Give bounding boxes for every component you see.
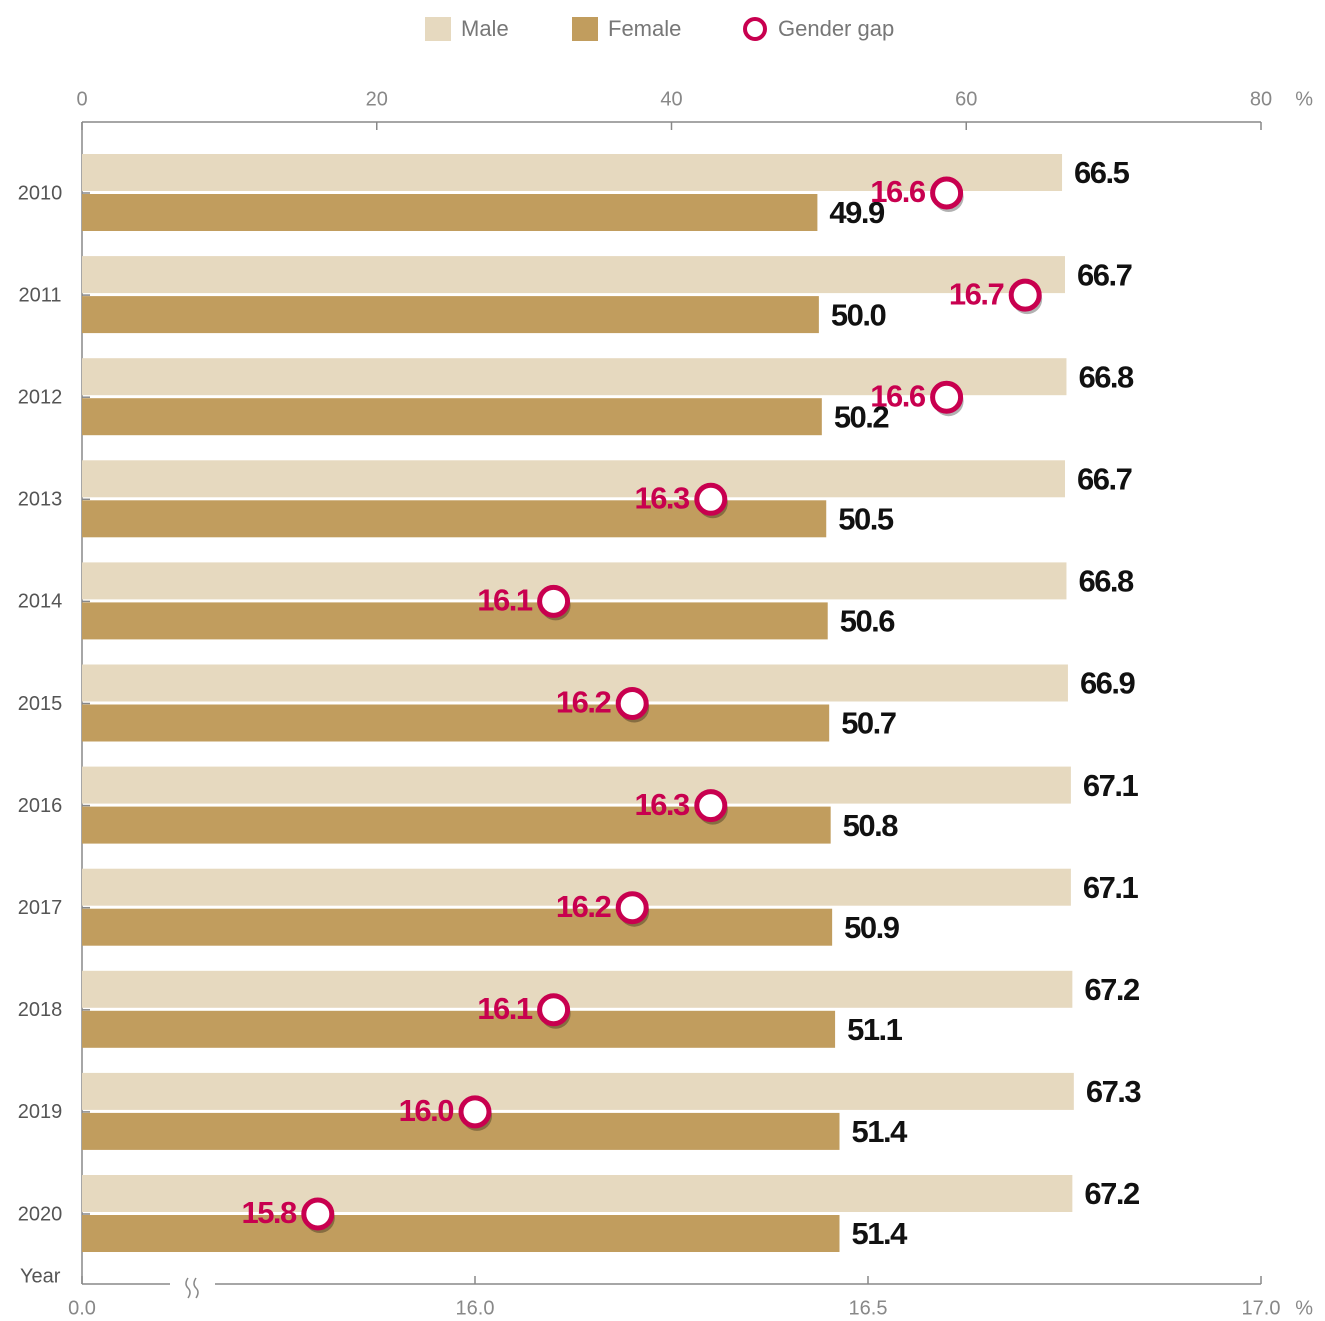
gap-marker [537, 993, 571, 1027]
gap-marker [615, 891, 649, 925]
y-tick-label: 2018 [18, 999, 63, 1021]
x-tick-label: 80 [1250, 88, 1272, 110]
x-tick-label: 20 [366, 88, 388, 110]
bar [82, 562, 1067, 600]
value-label: 50.5 [838, 501, 894, 536]
legend-swatch [572, 17, 598, 41]
bar [82, 398, 822, 436]
value-label: 50.8 [843, 808, 899, 843]
y-tick-label: 2012 [18, 386, 63, 408]
gap-marker [930, 176, 964, 210]
gap-marker [694, 789, 728, 823]
y-tick-label: 2019 [18, 1101, 63, 1123]
gap-label: 16.2 [556, 685, 611, 720]
bar [82, 602, 828, 640]
gap-label: 16.1 [477, 583, 533, 618]
x2-tick-label: 16.0 [456, 1297, 495, 1319]
value-label: 51.4 [852, 1114, 909, 1149]
value-label: 67.1 [1083, 768, 1139, 803]
bar [82, 970, 1073, 1008]
value-label: 67.1 [1083, 870, 1139, 905]
bar [82, 1010, 836, 1048]
gap-label: 16.6 [870, 378, 926, 413]
bar [82, 704, 830, 742]
y-tick-label: 2015 [18, 693, 63, 715]
y-tick-label: 2016 [18, 795, 63, 817]
x2-tick-label: 16.5 [849, 1297, 888, 1319]
gap-label: 16.3 [634, 480, 690, 515]
bar [82, 154, 1063, 191]
bar [82, 908, 833, 946]
value-label: 50.0 [831, 297, 886, 332]
bar [82, 664, 1068, 702]
gap-label: 16.0 [399, 1093, 454, 1128]
gap-marker [1008, 278, 1042, 312]
gap-marker [458, 1095, 492, 1129]
bar [82, 460, 1065, 498]
bar [82, 1175, 1073, 1212]
legend-label: Female [608, 16, 681, 41]
y-tick-label: 2010 [18, 182, 63, 204]
value-label: 50.2 [834, 399, 889, 434]
legend-label: Male [461, 16, 509, 41]
gap-marker [537, 584, 571, 618]
gap-label: 15.8 [241, 1195, 297, 1230]
legend-swatch [425, 17, 451, 41]
value-label: 67.2 [1084, 1176, 1139, 1211]
value-label: 66.8 [1078, 564, 1134, 599]
x-tick-label: 0 [76, 88, 87, 110]
value-label: 67.3 [1086, 1074, 1142, 1109]
value-label: 51.4 [852, 1216, 909, 1251]
value-label: 66.8 [1078, 359, 1134, 394]
x-tick-label: 60 [955, 88, 977, 110]
value-label: 66.7 [1077, 257, 1132, 292]
bar [82, 296, 819, 334]
bar [82, 1215, 840, 1252]
value-label: 50.9 [844, 910, 900, 945]
gap-label: 16.7 [949, 276, 1004, 311]
y-tick-label: 2013 [18, 489, 63, 511]
bar [82, 766, 1071, 804]
x-unit: % [1295, 88, 1313, 110]
value-label: 66.9 [1080, 666, 1136, 701]
gap-label: 16.3 [634, 787, 690, 822]
gap-marker [694, 482, 728, 516]
x-tick-label: 40 [660, 88, 682, 110]
gap-label: 16.2 [556, 889, 611, 924]
legend-marker [743, 17, 767, 41]
gap-marker [930, 380, 964, 414]
y-tick-label: 2017 [18, 897, 63, 919]
gap-label: 16.1 [477, 991, 533, 1026]
x2-unit: % [1295, 1297, 1313, 1319]
bar [82, 868, 1071, 906]
x2-tick-label: 17.0 [1242, 1297, 1281, 1319]
bar [82, 1072, 1074, 1110]
x2-tick-label: 0.0 [68, 1297, 96, 1319]
y-tick-label: 2020 [18, 1203, 63, 1225]
value-label: 51.1 [847, 1012, 903, 1047]
y-axis-label: Year [20, 1265, 61, 1287]
gap-marker [301, 1197, 335, 1231]
bar [82, 358, 1067, 396]
value-label: 50.7 [841, 706, 896, 741]
y-tick-label: 2014 [18, 591, 63, 613]
legend-label: Gender gap [778, 16, 894, 41]
value-label: 50.6 [840, 604, 896, 639]
gap-label: 16.6 [870, 174, 926, 209]
value-label: 66.5 [1074, 155, 1130, 190]
y-tick-label: 2011 [18, 284, 61, 306]
bar [82, 256, 1065, 294]
gap-marker [615, 687, 649, 720]
bar [82, 194, 818, 231]
axis-break [185, 1277, 199, 1299]
value-label: 67.2 [1084, 972, 1139, 1007]
value-label: 49.9 [829, 195, 885, 230]
value-label: 66.7 [1077, 461, 1132, 496]
